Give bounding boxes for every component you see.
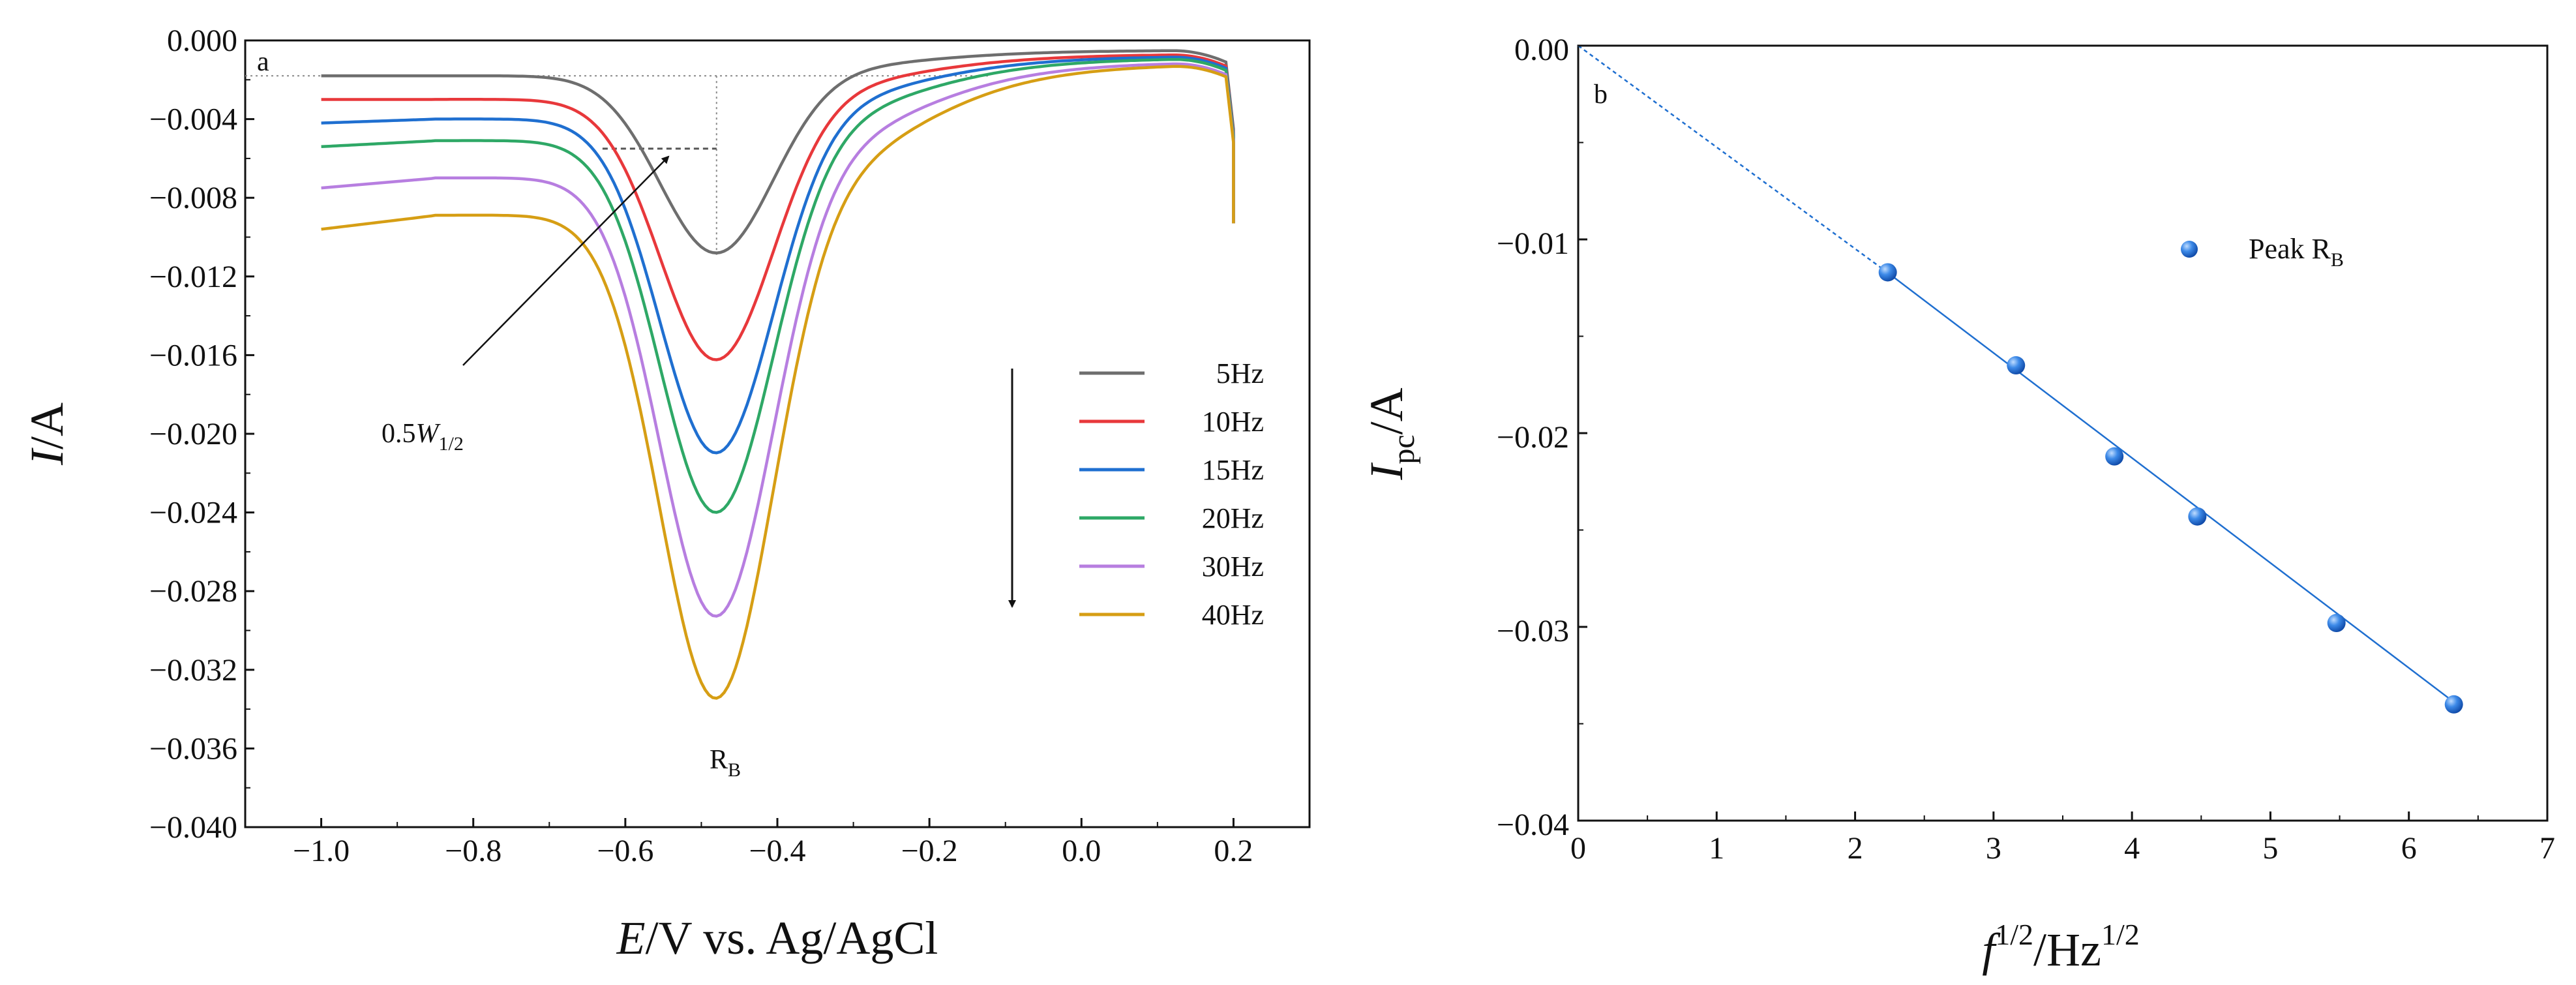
panel-b-plot-frame xyxy=(1577,44,2549,822)
panel-a-x-tick-label: 0.0 xyxy=(1062,834,1101,868)
legend-label-30Hz: 30Hz xyxy=(1202,551,1264,583)
panel-b-x-tick-label: 4 xyxy=(2124,831,2140,866)
panel-b-x-axis-title: f1/2/Hz1/2 xyxy=(1982,918,2140,976)
legend-label-20Hz: 20Hz xyxy=(1202,502,1264,534)
panel-a-y-tick-label: −0.008 xyxy=(149,181,237,215)
panel-a-y-tick-label: −0.024 xyxy=(149,496,237,530)
series-line-30Hz xyxy=(321,62,1235,618)
panel-b-fit-line-group xyxy=(1578,44,2455,703)
panel-a-x-axis-title: E/V vs. Ag/AgCl xyxy=(616,912,938,964)
panel-a-y-tick-label: −0.020 xyxy=(149,417,237,451)
panel-a-chart: −1.0 −0.8 −0.6 −0.4 −0.2 0.0 0.2 0.000 −0.004 −0… xyxy=(21,23,1311,964)
panel-a-label: a xyxy=(257,47,269,77)
series-line-40Hz xyxy=(321,65,1235,700)
legend-label-5Hz: 5Hz xyxy=(1216,357,1264,389)
half-width-label: 0.5W1/2 xyxy=(382,419,464,455)
panel-b-chart: 0 1 2 3 4 5 6 7 0.00 −0.01 −0.02 −0.03 −0.04 b Peak… xyxy=(1360,33,2555,976)
panel-b-label: b xyxy=(1594,80,1608,110)
panel-b-x-tick-label: 3 xyxy=(1986,831,2001,866)
panel-b-x-tick-label: 0 xyxy=(1570,831,1586,866)
panel-b-y-tick-label: −0.02 xyxy=(1497,420,1569,455)
fit-line xyxy=(1887,272,2455,703)
panel-b-legend-marker xyxy=(2181,241,2198,258)
data-point xyxy=(2188,507,2207,526)
data-point xyxy=(2105,447,2124,466)
panel-b-x-tick-label: 7 xyxy=(2539,831,2555,866)
panel-a-x-tick-label: 0.2 xyxy=(1214,834,1253,868)
panel-b-y-tick-label: −0.04 xyxy=(1497,808,1569,842)
series-line-5Hz xyxy=(321,49,1235,255)
panel-b-y-axis-title: Ipc/A xyxy=(1360,387,1421,480)
legend-label-40Hz: 40Hz xyxy=(1202,599,1264,631)
legend-label-15Hz: 15Hz xyxy=(1202,454,1264,486)
panel-b-x-axis: 0 1 2 3 4 5 6 7 xyxy=(1570,811,2555,866)
panel-a-y-tick-label: −0.032 xyxy=(149,653,237,688)
panel-a-x-tick-label: −0.6 xyxy=(597,834,653,868)
data-point xyxy=(1878,263,1897,282)
panel-a-y-tick-label: −0.004 xyxy=(149,102,237,137)
panel-a-x-tick-label: −0.4 xyxy=(749,834,805,868)
peak-rb-label: RB xyxy=(710,745,741,781)
legend-label-10Hz: 10Hz xyxy=(1202,406,1264,438)
panel-b-legend: Peak RB xyxy=(2181,233,2344,271)
panel-a-y-tick-label: −0.028 xyxy=(149,574,237,609)
series-line-20Hz xyxy=(321,57,1235,514)
panel-a-legend: 5Hz 10Hz 15Hz 20Hz 30Hz 40Hz xyxy=(1079,357,1264,631)
panel-b-points-group xyxy=(1878,263,2463,714)
data-point xyxy=(2007,356,2026,375)
panel-a-y-tick-label: −0.016 xyxy=(149,338,237,372)
panel-b-y-tick-label: −0.01 xyxy=(1497,226,1569,261)
data-point xyxy=(2327,614,2346,633)
panel-b-y-tick-label: −0.03 xyxy=(1497,614,1569,648)
panel-b-y-axis: 0.00 −0.01 −0.02 −0.03 −0.04 xyxy=(1497,33,1587,842)
panel-a-annotation-lines xyxy=(245,75,991,255)
panel-a-y-tick-label: −0.040 xyxy=(149,810,237,845)
panel-a-x-axis: −1.0 −0.8 −0.6 −0.4 −0.2 0.0 0.2 xyxy=(293,818,1253,868)
panel-a-y-tick-label: −0.036 xyxy=(149,731,237,766)
panel-b-y-tick-label: 0.00 xyxy=(1514,33,1569,67)
panel-b-x-tick-label: 6 xyxy=(2401,831,2417,866)
half-width-pointer-arrow xyxy=(462,155,670,366)
panel-a-x-tick-label: −0.2 xyxy=(901,834,958,868)
panel-b-legend-label: Peak RB xyxy=(2249,233,2344,271)
panel-a-x-tick-label: −0.8 xyxy=(445,834,502,868)
panel-b-x-tick-label: 2 xyxy=(1848,831,1863,866)
panel-a-x-tick-label: −1.0 xyxy=(293,834,350,868)
data-point xyxy=(2444,695,2463,714)
panel-b-x-tick-label: 5 xyxy=(2262,831,2278,866)
series-line-10Hz xyxy=(321,53,1235,361)
panel-a-y-tick-label: −0.012 xyxy=(149,260,237,294)
panel-a-y-axis-title: I/A xyxy=(21,402,73,466)
series-line-15Hz xyxy=(321,55,1235,455)
panel-b-x-tick-label: 1 xyxy=(1709,831,1724,866)
panel-a-y-axis: 0.000 −0.004 −0.008 −0.012 −0.016 −0.020 −0.02… xyxy=(149,23,254,845)
fit-line-extrapolated xyxy=(1578,44,1889,274)
panel-a-y-tick-label: 0.000 xyxy=(167,23,237,58)
panel-a-series-group xyxy=(321,49,1235,700)
